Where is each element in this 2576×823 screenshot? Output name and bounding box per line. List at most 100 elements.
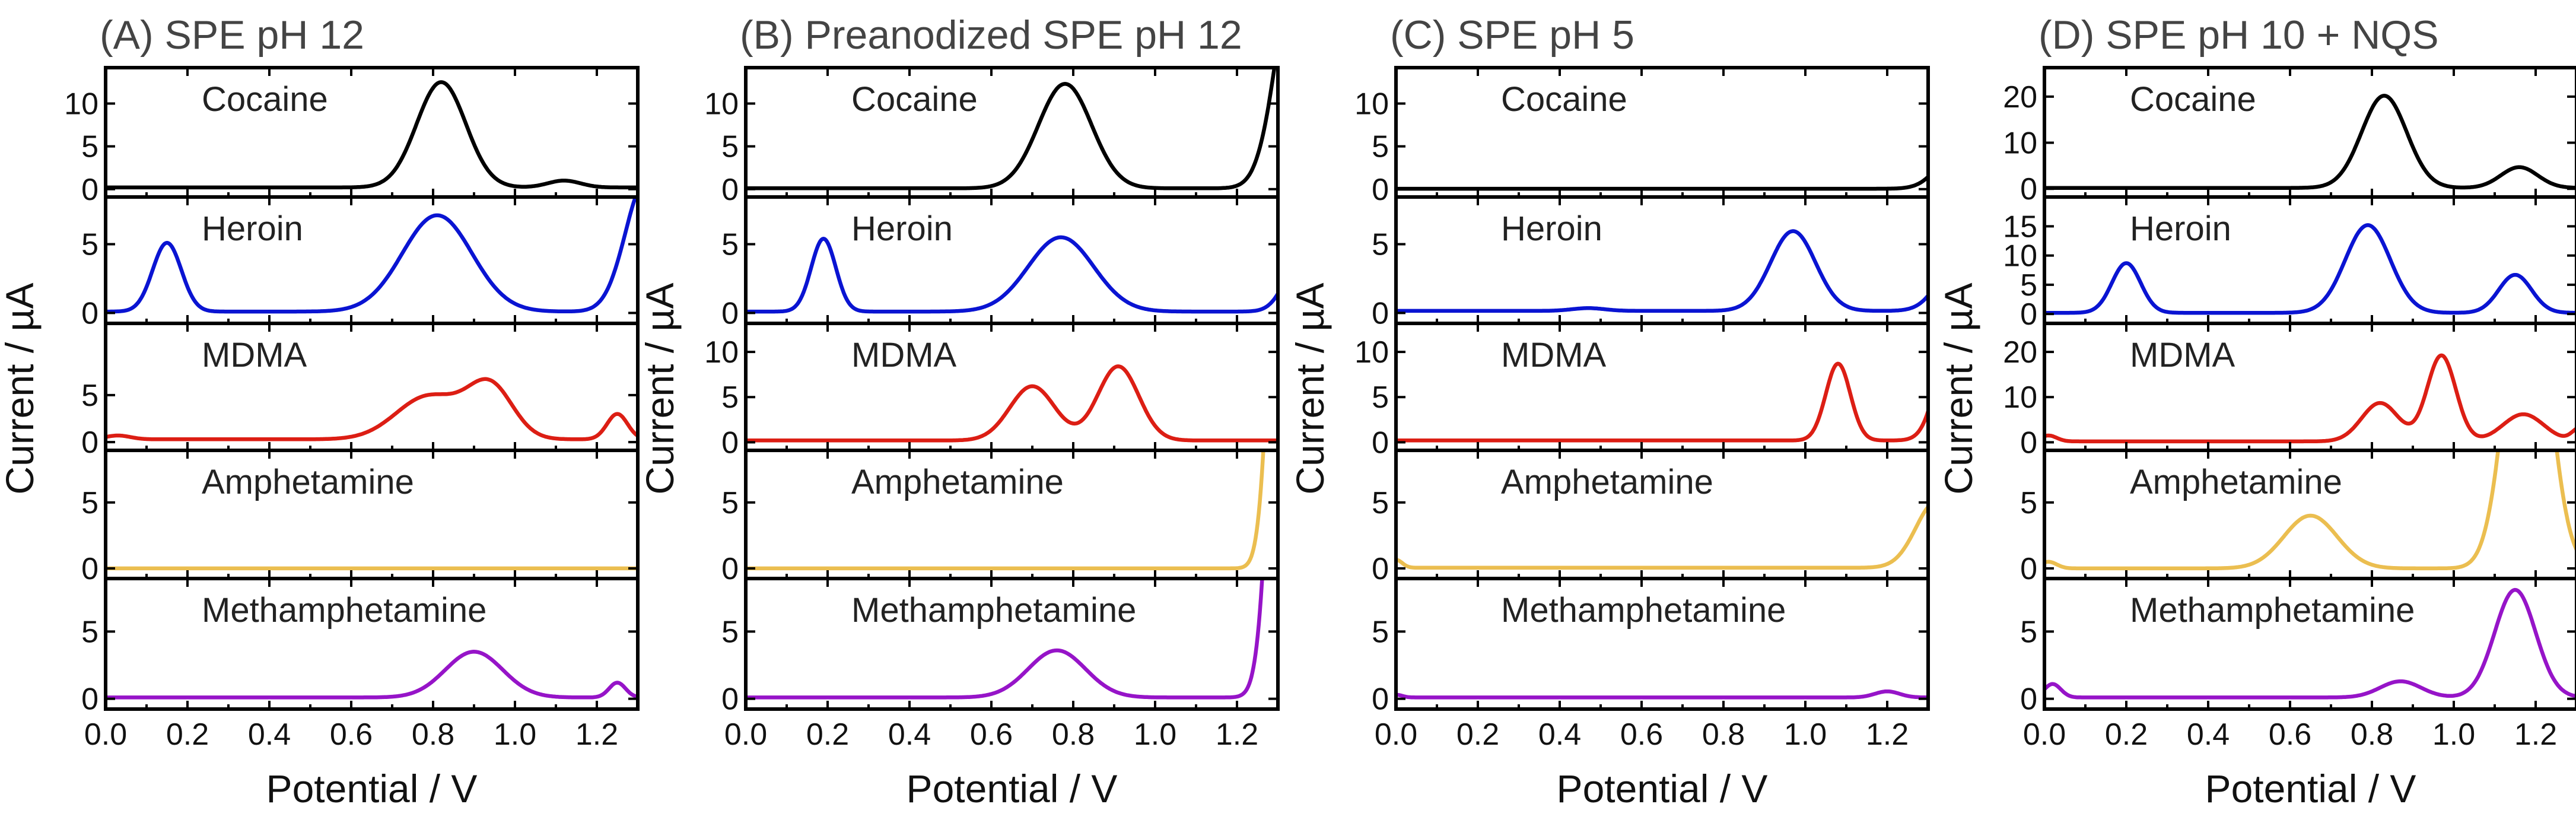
panel-c-heroin-subplot: 0 5 Heroin — [1372, 195, 1930, 331]
panel-b-mdma-label: MDMA — [851, 336, 957, 374]
panel-c-cocaine-subplot: 0 5 10 Cocaine — [1354, 66, 1930, 207]
y-tick-label: 0 — [2020, 552, 2037, 586]
y-tick-label: 10 — [2003, 380, 2037, 415]
panel-b-mdma-subplot: 0 5 10 MDMA — [704, 322, 1280, 460]
x-tick-label: 0.8 — [412, 717, 454, 752]
panel-d-heroin-label: Heroin — [2130, 209, 2231, 248]
panel-b-amphetamine-trace — [746, 450, 1265, 571]
x-tick-label: 1.0 — [1134, 717, 1176, 752]
y-tick-label: 10 — [1354, 335, 1389, 370]
panel-a-title: (A) SPE pH 12 — [100, 12, 364, 58]
panel-b-amphetamine-label: Amphetamine — [851, 463, 1064, 501]
panel-d-methamphetamine-frame — [2043, 577, 2576, 711]
y-tick-label: 5 — [721, 130, 739, 164]
panel-d-cocaine-label: Cocaine — [2130, 80, 2256, 119]
panel-a-methamphetamine-frame — [104, 577, 640, 711]
y-tick-label: 5 — [721, 486, 739, 520]
panel-d-heroin-frame — [2043, 195, 2576, 325]
y-tick-label: 5 — [81, 130, 98, 164]
x-tick-label: 0.4 — [888, 717, 931, 752]
y-tick-label: 5 — [1372, 130, 1389, 164]
panel-d-title: (D) SPE pH 10 + NQS — [2038, 12, 2439, 58]
x-tick-label: 0.0 — [84, 717, 127, 752]
panel-b: (B) Preanodized SPE pH 12 0 5 10 Cocaine 0 5 He… — [638, 12, 1280, 811]
panel-b-title: (B) Preanodized SPE pH 12 — [740, 12, 1242, 58]
y-tick-label: 5 — [2020, 615, 2037, 649]
x-tick-label: 0.2 — [2105, 717, 2148, 752]
panel-c-methamphetamine-trace — [1396, 689, 1928, 700]
panel-a-cocaine-trace — [106, 80, 638, 190]
y-tick-label: 20 — [2003, 335, 2037, 370]
x-tick-label: 0.0 — [2023, 717, 2066, 752]
x-tick-label: 0.0 — [1375, 717, 1417, 752]
panel-c-title: (C) SPE pH 5 — [1390, 12, 1634, 58]
y-tick-label: 10 — [2003, 126, 2037, 161]
y-tick-label: 5 — [81, 486, 98, 520]
x-tick-label: 0.4 — [2187, 717, 2230, 752]
y-tick-label: 0 — [81, 425, 98, 460]
x-tick-label: 0.8 — [2351, 717, 2393, 752]
x-tick-label: 1.2 — [1216, 717, 1258, 752]
y-tick-label: 5 — [721, 615, 739, 649]
panel-b-cocaine-subplot: 0 5 10 Cocaine — [704, 66, 1280, 207]
x-tick-label: 1.0 — [1784, 717, 1827, 752]
panel-c-amphetamine-label: Amphetamine — [1501, 463, 1713, 501]
y-tick-label: 5 — [2020, 268, 2037, 303]
panel-a-methamphetamine-subplot: 0 5 Methamphetamine — [81, 577, 640, 717]
panel-a: (A) SPE pH 12 0 5 10 Cocaine 0 5 Heroin 0 5 MDMA 0 5… — [0, 12, 640, 811]
panel-c-mdma-label: MDMA — [1501, 336, 1607, 374]
x-tick-label: 0.6 — [970, 717, 1013, 752]
y-tick-label: 0 — [81, 682, 98, 717]
x-tick-label: 0.2 — [806, 717, 849, 752]
panel-d-cocaine-subplot: 0 10 20 Cocaine — [2003, 66, 2576, 206]
x-tick-label: 0.0 — [724, 717, 767, 752]
y-tick-label: 10 — [704, 87, 739, 122]
y-tick-label: 0 — [1372, 425, 1389, 460]
panel-c-heroin-trace — [1396, 229, 1928, 313]
panel-a-heroin-trace — [106, 197, 638, 314]
panel-d-cocaine-trace — [2044, 94, 2576, 190]
panel-c-amphetamine-subplot: 0 5 Amphetamine — [1372, 449, 1930, 586]
panel-d-amphetamine-label: Amphetamine — [2130, 463, 2342, 501]
y-tick-label: 0 — [2020, 297, 2037, 332]
panel-a-y-axis-label: Current / µA — [0, 282, 42, 494]
x-tick-label: 0.4 — [1538, 717, 1581, 752]
y-tick-label: 0 — [721, 296, 739, 331]
panel-c-cocaine-label: Cocaine — [1501, 80, 1627, 119]
panel-b-methamphetamine-trace — [746, 579, 1264, 700]
x-tick-label: 0.2 — [166, 717, 209, 752]
panel-b-heroin-subplot: 0 5 Heroin — [721, 195, 1280, 331]
y-tick-label: 10 — [2003, 239, 2037, 274]
panel-d-methamphetamine-trace — [2044, 587, 2576, 700]
panel-c-amphetamine-trace — [1396, 504, 1928, 570]
panel-d-y-axis-label: Current / µA — [1936, 282, 1980, 494]
panel-b-methamphetamine-subplot: 0 5 Methamphetamine — [721, 577, 1280, 717]
y-tick-label: 0 — [81, 552, 98, 586]
panel-b-y-axis-label: Current / µA — [638, 282, 682, 494]
x-tick-label: 1.2 — [1866, 717, 1909, 752]
panel-b-cocaine-label: Cocaine — [851, 80, 978, 119]
y-tick-label: 5 — [2020, 486, 2037, 520]
x-tick-label: 0.4 — [248, 717, 291, 752]
y-tick-label: 0 — [721, 552, 739, 586]
panel-a-cocaine-frame — [104, 66, 640, 199]
panel-c-mdma-subplot: 0 5 10 MDMA — [1354, 322, 1930, 460]
y-tick-label: 5 — [1372, 228, 1389, 262]
x-tick-label: 0.6 — [2269, 717, 2311, 752]
panel-b-cocaine-trace — [746, 68, 1277, 190]
panel-d-methamphetamine-label: Methamphetamine — [2130, 591, 2415, 630]
panel-c-methamphetamine-frame — [1394, 577, 1930, 711]
y-tick-label: 10 — [1354, 87, 1389, 122]
panel-c-mdma-trace — [1396, 361, 1928, 443]
panel-a-mdma-label: MDMA — [202, 336, 307, 374]
panel-c-heroin-frame — [1394, 195, 1930, 325]
panel-c-x-axis-label: Potential / V — [1557, 767, 1768, 811]
panel-a-x-axis-label: Potential / V — [266, 767, 478, 811]
y-tick-label: 0 — [721, 425, 739, 460]
x-tick-label: 0.6 — [1620, 717, 1663, 752]
y-tick-label: 5 — [81, 615, 98, 649]
